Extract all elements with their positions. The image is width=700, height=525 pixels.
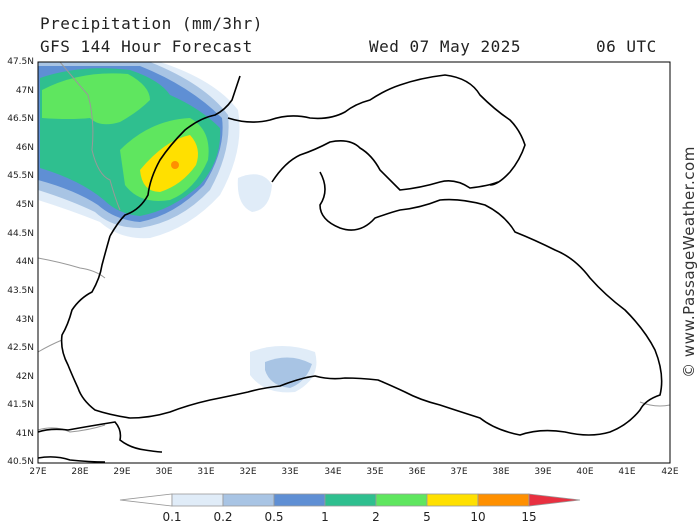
lon-label: 40E (576, 467, 594, 477)
lat-label: 41.5N (7, 400, 34, 410)
lat-label: 40.5N (7, 457, 34, 467)
lat-label: 44N (15, 257, 34, 267)
map-title: Precipitation (mm/3hr) (40, 14, 263, 33)
lon-label: 33E (281, 467, 299, 477)
lon-label: 29E (113, 467, 131, 477)
lon-label: 34E (324, 467, 342, 477)
site-credit: © www.PassageWeather.com (680, 146, 698, 378)
legend-label: 1 (321, 510, 329, 524)
lon-label: 39E (534, 467, 552, 477)
coastline (37, 74, 663, 463)
lat-label: 43.5N (7, 286, 34, 296)
map-frame (37, 61, 671, 464)
country-borders (37, 61, 671, 433)
legend-label: 0.2 (213, 510, 233, 524)
lon-label: 32E (239, 467, 257, 477)
lat-label: 47.5N (7, 57, 34, 67)
lon-label: 42E (661, 467, 679, 477)
lon-label: 36E (408, 467, 426, 477)
lat-label: 44.5N (7, 229, 34, 239)
lat-label: 41N (15, 429, 34, 439)
lat-label: 46.5N (7, 114, 34, 124)
lon-label: 37E (450, 467, 468, 477)
lat-label: 42N (15, 372, 34, 382)
legend-label: 0.5 (264, 510, 284, 524)
precip-field (38, 62, 317, 393)
legend-label: 0.1 (162, 510, 182, 524)
lon-label: 35E (366, 467, 384, 477)
lat-label: 45.5N (7, 171, 34, 181)
lat-label: 47N (15, 86, 34, 96)
lat-label: 46N (15, 143, 34, 153)
legend-label: 10 (470, 510, 486, 524)
legend-label: 15 (521, 510, 537, 524)
lat-label: 45N (15, 200, 34, 210)
lon-label: 38E (492, 467, 510, 477)
lon-label: 31E (197, 467, 215, 477)
legend-label: 5 (423, 510, 431, 524)
lon-label: 30E (155, 467, 173, 477)
lon-label: 27E (29, 467, 47, 477)
lon-label: 28E (71, 467, 89, 477)
lon-label: 41E (618, 467, 636, 477)
forecast-time: 06 UTC (596, 37, 657, 56)
color-scale (119, 493, 581, 507)
legend-label: 2 (372, 510, 380, 524)
lat-label: 43N (15, 315, 34, 325)
forecast-date: Wed 07 May 2025 (369, 37, 521, 56)
lat-label: 42.5N (7, 343, 34, 353)
forecast-label: GFS 144 Hour Forecast (40, 37, 253, 56)
